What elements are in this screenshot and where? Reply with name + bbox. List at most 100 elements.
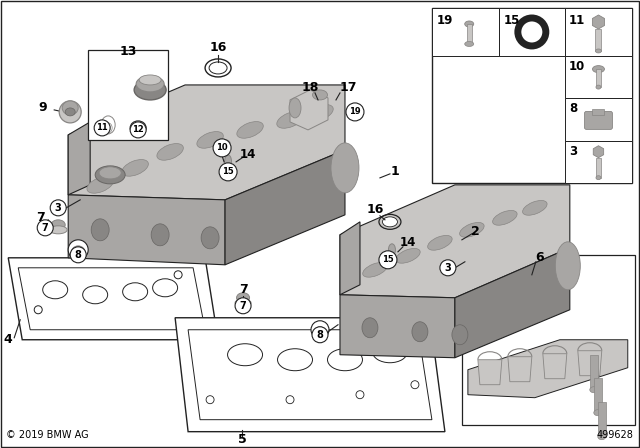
Text: 11: 11 <box>569 14 586 27</box>
Text: 15: 15 <box>222 168 234 177</box>
Text: 14: 14 <box>240 148 256 161</box>
Ellipse shape <box>157 143 183 160</box>
Ellipse shape <box>594 409 602 416</box>
Ellipse shape <box>452 325 468 345</box>
Polygon shape <box>188 330 432 420</box>
Ellipse shape <box>556 242 580 290</box>
Polygon shape <box>508 357 532 382</box>
Circle shape <box>34 306 42 314</box>
Ellipse shape <box>220 140 230 146</box>
Text: © 2019 BMW AG: © 2019 BMW AG <box>6 430 89 439</box>
FancyBboxPatch shape <box>584 112 612 129</box>
Circle shape <box>286 396 294 404</box>
Ellipse shape <box>307 104 333 121</box>
Text: 16: 16 <box>209 42 227 55</box>
Ellipse shape <box>209 62 227 74</box>
Circle shape <box>346 103 364 121</box>
Text: 3: 3 <box>55 203 61 213</box>
Ellipse shape <box>65 108 75 116</box>
Circle shape <box>379 251 397 269</box>
Ellipse shape <box>197 132 223 148</box>
Ellipse shape <box>104 123 112 133</box>
Bar <box>432 8 632 183</box>
Ellipse shape <box>59 101 81 123</box>
Bar <box>462 255 635 425</box>
Ellipse shape <box>598 434 606 439</box>
Polygon shape <box>68 122 90 195</box>
Bar <box>467 24 472 44</box>
Ellipse shape <box>225 155 232 169</box>
Polygon shape <box>478 360 502 385</box>
Circle shape <box>174 271 182 279</box>
Ellipse shape <box>221 142 229 154</box>
Text: 8: 8 <box>317 330 323 340</box>
Ellipse shape <box>314 327 326 339</box>
Ellipse shape <box>595 49 602 53</box>
Circle shape <box>206 396 214 404</box>
Text: 7: 7 <box>239 283 248 296</box>
Ellipse shape <box>152 279 178 297</box>
Text: 5: 5 <box>237 433 246 446</box>
Bar <box>565 98 632 141</box>
Text: 7: 7 <box>240 301 246 311</box>
Ellipse shape <box>493 211 517 225</box>
Ellipse shape <box>101 116 115 134</box>
Ellipse shape <box>460 223 484 237</box>
Text: 6: 6 <box>536 251 544 264</box>
Polygon shape <box>594 378 602 413</box>
Bar <box>432 8 499 56</box>
Circle shape <box>440 260 456 276</box>
Text: 10: 10 <box>216 143 228 152</box>
Ellipse shape <box>134 125 142 131</box>
Text: 15: 15 <box>504 14 520 27</box>
Ellipse shape <box>311 321 329 339</box>
Polygon shape <box>340 295 455 358</box>
Text: 16: 16 <box>366 203 383 216</box>
Ellipse shape <box>396 249 420 263</box>
Text: 12: 12 <box>132 125 144 134</box>
Ellipse shape <box>596 85 601 89</box>
Polygon shape <box>455 248 570 358</box>
Ellipse shape <box>139 75 161 85</box>
Circle shape <box>37 220 53 236</box>
Text: 1: 1 <box>390 165 399 178</box>
Ellipse shape <box>83 286 108 304</box>
Bar <box>595 29 602 51</box>
Ellipse shape <box>372 341 408 363</box>
Text: 4: 4 <box>4 333 13 346</box>
Ellipse shape <box>136 76 164 92</box>
Ellipse shape <box>331 143 359 193</box>
Text: 18: 18 <box>301 82 319 95</box>
Ellipse shape <box>62 101 78 115</box>
Text: 3: 3 <box>569 145 577 158</box>
Text: 15: 15 <box>382 255 394 264</box>
Ellipse shape <box>68 240 88 260</box>
Text: 14: 14 <box>400 236 416 250</box>
Polygon shape <box>8 258 218 340</box>
Text: 2: 2 <box>470 225 479 238</box>
Ellipse shape <box>122 159 148 176</box>
Polygon shape <box>175 318 445 432</box>
Bar <box>565 141 632 183</box>
Polygon shape <box>340 222 360 295</box>
Circle shape <box>312 327 328 343</box>
Ellipse shape <box>276 112 303 128</box>
Ellipse shape <box>51 220 65 230</box>
Ellipse shape <box>412 322 428 342</box>
Polygon shape <box>590 355 598 390</box>
Circle shape <box>235 298 251 314</box>
Circle shape <box>50 200 66 216</box>
Ellipse shape <box>237 293 250 303</box>
Polygon shape <box>290 90 328 130</box>
Text: 8: 8 <box>569 102 577 115</box>
Bar <box>596 158 602 178</box>
Ellipse shape <box>95 166 125 184</box>
Ellipse shape <box>235 299 251 306</box>
Ellipse shape <box>278 349 312 370</box>
Ellipse shape <box>593 65 604 73</box>
Circle shape <box>411 381 419 389</box>
Ellipse shape <box>130 121 146 135</box>
Bar <box>596 69 602 87</box>
Ellipse shape <box>289 98 301 118</box>
Polygon shape <box>18 268 205 330</box>
